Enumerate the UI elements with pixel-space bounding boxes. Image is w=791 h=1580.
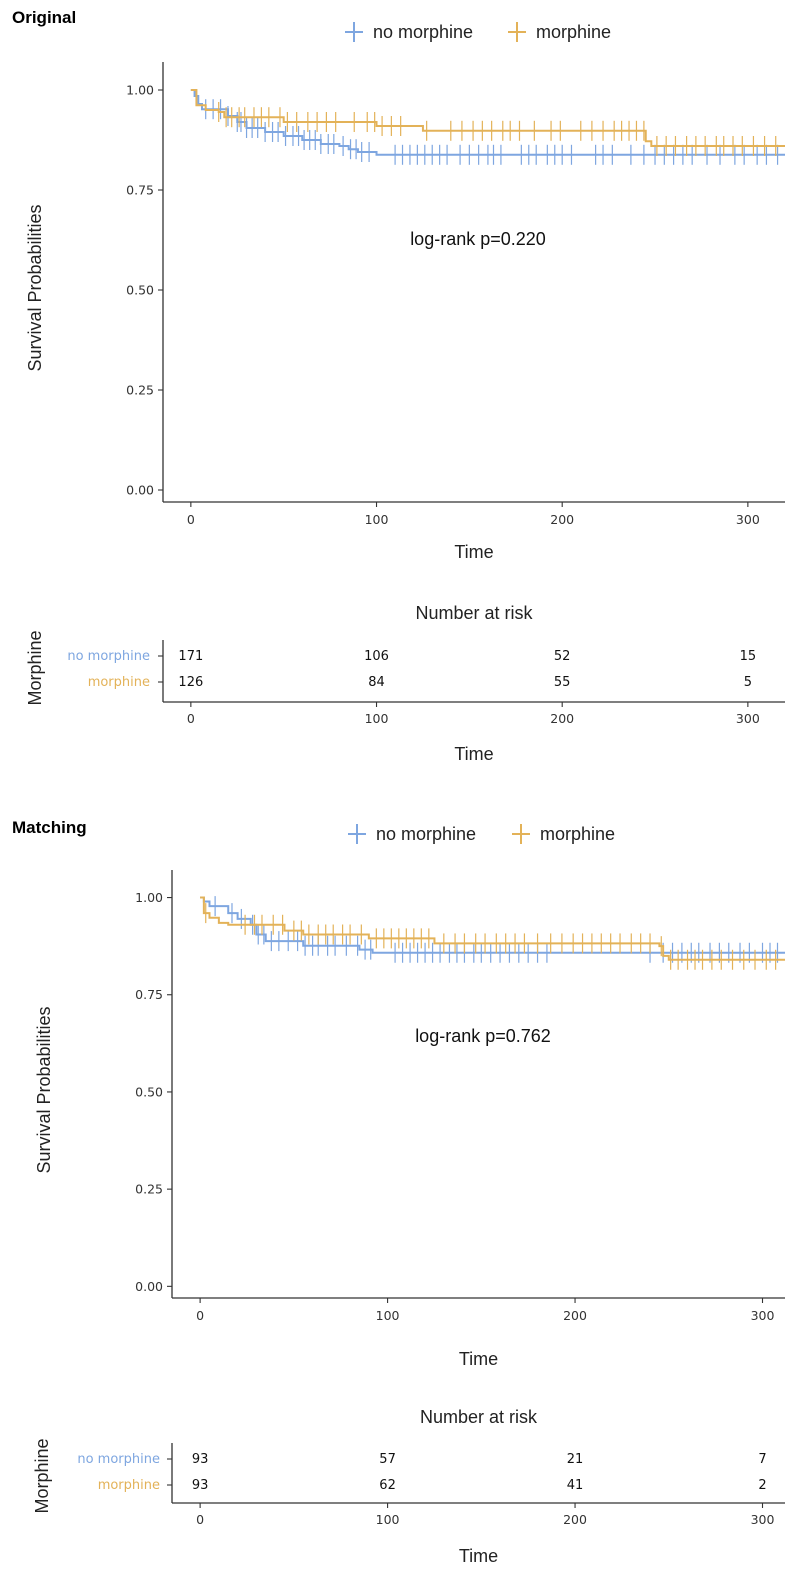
risk-count: 84	[368, 675, 385, 690]
risk-y-axis-title: Morphine	[25, 630, 45, 705]
km-panel-matching: Matching no morphine morphine 0.00 0.25 0.50…	[0, 810, 791, 1580]
risk-count: 15	[740, 649, 757, 664]
risk-x-axis-title: Time	[459, 1546, 498, 1566]
panel-title: Original	[12, 8, 77, 27]
risk-count: 171	[178, 649, 203, 664]
y-tick-label: 1.00	[135, 890, 163, 905]
risk-table-title: Number at risk	[420, 1407, 538, 1427]
y-tick-label: 0.75	[135, 987, 163, 1002]
risk-x-tick-label: 300	[736, 711, 760, 726]
risk-count: 93	[192, 1478, 209, 1493]
risk-x-tick-label: 0	[196, 1512, 204, 1527]
y-axis-title: Survival Probabilities	[34, 1006, 54, 1173]
risk-group-label: no morphine	[77, 1452, 160, 1467]
y-tick-label: 1.00	[126, 83, 154, 98]
risk-group-label: morphine	[88, 675, 150, 690]
panel-title: Matching	[12, 818, 87, 837]
risk-group-label: no morphine	[67, 649, 150, 664]
km-panel-original: Original no morphine morphine 0.00 0.25 0.50…	[12, 8, 785, 764]
risk-count: 5	[744, 675, 752, 690]
logrank-annotation: log-rank p=0.762	[415, 1026, 551, 1046]
km-chart-matching: no morphine morphine 0.00 0.25 0.50 0.75 1.00 0…	[32, 824, 785, 1566]
risk-y-axis-title: Morphine	[32, 1438, 52, 1513]
x-tick-label: 0	[187, 512, 195, 527]
x-tick-label: 200	[563, 1308, 587, 1323]
survival-curve-morphine	[190, 89, 785, 147]
risk-count: 55	[554, 675, 571, 690]
x-axis-title: Time	[454, 542, 493, 562]
risk-count: 62	[379, 1478, 396, 1493]
risk-count: 41	[567, 1478, 584, 1493]
x-tick-label: 200	[550, 512, 574, 527]
risk-count: 57	[379, 1452, 396, 1467]
risk-x-tick-label: 300	[751, 1512, 775, 1527]
risk-x-tick-label: 100	[365, 711, 389, 726]
y-tick-label: 0.50	[126, 283, 154, 298]
y-axis-title: Survival Probabilities	[25, 204, 45, 371]
logrank-annotation: log-rank p=0.220	[410, 229, 546, 249]
y-tick-label: 0.00	[135, 1279, 163, 1294]
risk-x-tick-label: 100	[376, 1512, 400, 1527]
risk-count: 93	[192, 1452, 209, 1467]
legend-label: no morphine	[373, 22, 473, 42]
risk-x-axis-title: Time	[454, 744, 493, 764]
x-tick-label: 300	[751, 1308, 775, 1323]
risk-x-tick-label: 200	[563, 1512, 587, 1527]
risk-count: 2	[758, 1478, 766, 1493]
y-tick-label: 0.50	[135, 1084, 163, 1099]
risk-group-label: morphine	[98, 1478, 160, 1493]
x-tick-label: 300	[736, 512, 760, 527]
x-tick-label: 0	[196, 1308, 204, 1323]
survival-curve-morphine	[200, 896, 785, 961]
legend-label: no morphine	[376, 824, 476, 844]
risk-x-tick-label: 0	[187, 711, 195, 726]
risk-count: 7	[758, 1452, 766, 1467]
y-tick-label: 0.75	[126, 183, 154, 198]
y-tick-label: 0.25	[135, 1182, 163, 1197]
y-tick-label: 0.00	[126, 483, 154, 498]
risk-count: 21	[567, 1452, 584, 1467]
legend-label: morphine	[536, 22, 611, 42]
risk-x-tick-label: 200	[550, 711, 574, 726]
legend-label: morphine	[540, 824, 615, 844]
x-axis-title: Time	[459, 1349, 498, 1369]
risk-count: 52	[554, 649, 571, 664]
x-tick-label: 100	[376, 1308, 400, 1323]
risk-count: 126	[178, 675, 203, 690]
risk-count: 106	[364, 649, 389, 664]
km-chart-original: no morphine morphine 0.00 0.25 0.50 0.75 1.00 0…	[25, 22, 785, 764]
risk-table-title: Number at risk	[415, 603, 533, 623]
y-tick-label: 0.25	[126, 383, 154, 398]
x-tick-label: 100	[365, 512, 389, 527]
